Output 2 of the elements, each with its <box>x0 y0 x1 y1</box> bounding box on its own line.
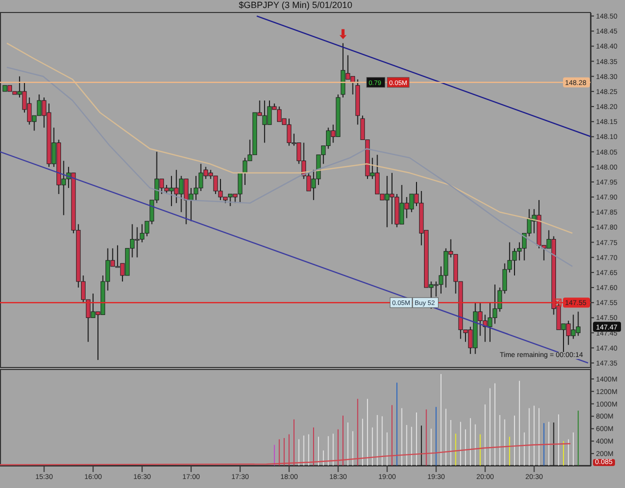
chart-title: $GBPJPY (3 Min) 5/01/2010 <box>238 0 354 10</box>
line-series <box>0 443 572 466</box>
